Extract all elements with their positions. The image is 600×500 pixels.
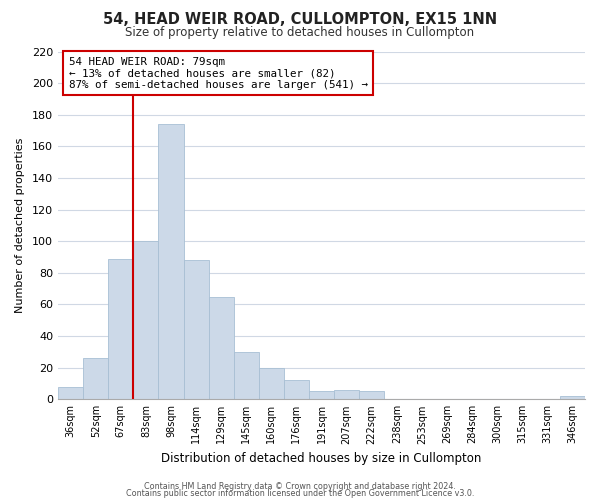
Bar [234,352,259,400]
Text: Size of property relative to detached houses in Cullompton: Size of property relative to detached ho… [125,26,475,39]
Bar [359,392,384,400]
Bar [259,368,284,400]
X-axis label: Distribution of detached houses by size in Cullompton: Distribution of detached houses by size … [161,452,482,465]
Bar [158,124,184,400]
Bar [334,390,359,400]
Text: 54 HEAD WEIR ROAD: 79sqm
← 13% of detached houses are smaller (82)
87% of semi-d: 54 HEAD WEIR ROAD: 79sqm ← 13% of detach… [68,56,368,90]
Text: Contains HM Land Registry data © Crown copyright and database right 2024.: Contains HM Land Registry data © Crown c… [144,482,456,491]
Y-axis label: Number of detached properties: Number of detached properties [15,138,25,313]
Bar [58,386,83,400]
Text: Contains public sector information licensed under the Open Government Licence v3: Contains public sector information licen… [126,490,474,498]
Bar [284,380,309,400]
Bar [133,241,158,400]
Bar [560,396,585,400]
Bar [209,296,234,400]
Bar [184,260,209,400]
Bar [108,258,133,400]
Bar [83,358,108,400]
Text: 54, HEAD WEIR ROAD, CULLOMPTON, EX15 1NN: 54, HEAD WEIR ROAD, CULLOMPTON, EX15 1NN [103,12,497,28]
Bar [309,392,334,400]
